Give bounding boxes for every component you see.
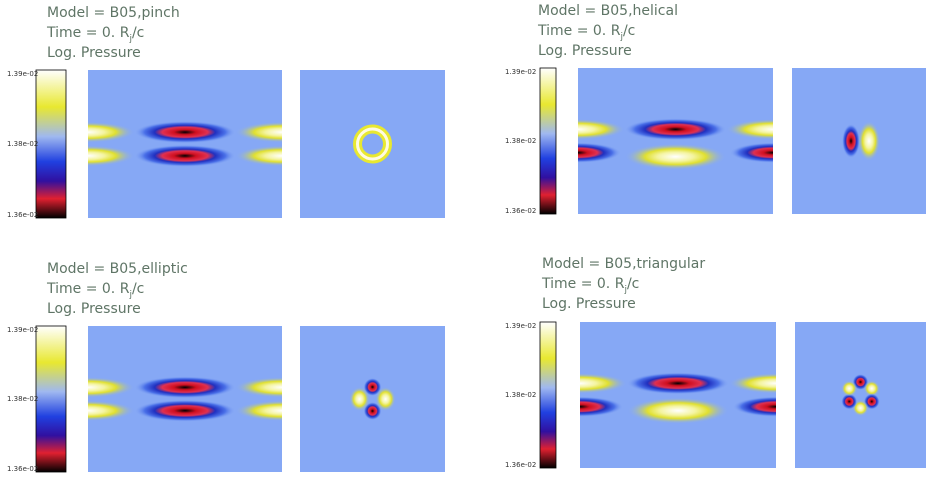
low-lobe (134, 399, 236, 422)
time-label: Time = 0. Rj/c (46, 281, 144, 300)
low-lobe (627, 372, 729, 395)
low-lobe (580, 396, 624, 417)
model-label: Model = B05,pinch (47, 5, 180, 21)
high-lobe (235, 377, 282, 398)
high-lobe (235, 400, 282, 421)
low-lobe (134, 144, 236, 167)
colorbar (539, 67, 557, 215)
background (578, 68, 773, 214)
time-prefix: Time = 0. R (46, 25, 130, 41)
colorbar-label: 1.36e-02 (7, 465, 38, 473)
cross-section (792, 68, 926, 214)
high-lobe (578, 119, 625, 140)
high-lobe (235, 121, 282, 143)
background (88, 70, 282, 218)
side-view (88, 70, 282, 218)
high-lobe (863, 380, 880, 397)
colorbar-label: 1.38e-02 (505, 137, 536, 145)
colorbar (539, 321, 557, 469)
high-lobe (728, 373, 776, 394)
high-lobe (88, 145, 135, 167)
time-sub: j (128, 290, 132, 300)
ring-core (356, 127, 389, 161)
time-suffix: /c (132, 281, 144, 297)
background (300, 70, 445, 218)
high-lobe (349, 387, 370, 411)
colorbar-label: 1.39e-02 (7, 70, 38, 78)
colorbar-label: 1.38e-02 (7, 140, 38, 148)
cross-section (300, 326, 445, 472)
quantity-label: Log. Pressure (542, 296, 636, 312)
colorbar-label: 1.36e-02 (505, 461, 536, 469)
background (300, 326, 445, 472)
model-label: Model = B05,helical (538, 3, 678, 19)
model-label: Model = B05,elliptic (47, 261, 188, 277)
colorbar-label: 1.39e-02 (505, 68, 536, 76)
time-sub: j (619, 32, 623, 42)
high-lobe (88, 121, 135, 143)
time-suffix: /c (132, 25, 144, 41)
time-label: Time = 0. Rj/c (46, 25, 144, 44)
high-lobe (88, 400, 135, 421)
low-lobe (578, 142, 621, 163)
high-lobe (624, 143, 727, 170)
quantity-label: Log. Pressure (538, 43, 632, 59)
low-lobe (134, 121, 236, 144)
colorbar-label: 1.39e-02 (505, 322, 536, 330)
colorbar-label: 1.36e-02 (7, 211, 38, 219)
colorbar-label: 1.39e-02 (7, 326, 38, 334)
high-lobe (88, 377, 135, 398)
high-lobe (858, 121, 880, 161)
cross-section (795, 322, 926, 468)
high-lobe (726, 119, 773, 140)
colorbar-label: 1.38e-02 (7, 395, 38, 403)
time-label: Time = 0. Rj/c (541, 276, 639, 295)
time-sub: j (623, 285, 627, 295)
quantity-label: Log. Pressure (47, 301, 141, 317)
time-suffix: /c (627, 276, 639, 292)
colorbar-label: 1.38e-02 (505, 391, 536, 399)
time-prefix: Time = 0. R (537, 23, 621, 39)
time-suffix: /c (623, 23, 635, 39)
side-view (88, 326, 282, 472)
low-lobe (624, 118, 727, 141)
cross-section (300, 70, 445, 218)
colorbar (35, 69, 67, 219)
colorbar-label: 1.36e-02 (505, 207, 536, 215)
low-lobe (732, 396, 776, 417)
quantity-label: Log. Pressure (47, 45, 141, 61)
high-lobe (580, 373, 628, 394)
time-label: Time = 0. Rj/c (537, 23, 635, 42)
background (88, 326, 282, 472)
side-view (578, 68, 773, 214)
high-lobe (375, 387, 396, 411)
high-lobe (627, 397, 729, 424)
low-lobe (842, 124, 860, 158)
model-label: Model = B05,triangular (542, 256, 705, 272)
time-prefix: Time = 0. R (541, 276, 625, 292)
time-prefix: Time = 0. R (46, 281, 130, 297)
side-view (580, 322, 776, 468)
colorbar (35, 325, 67, 473)
low-lobe (841, 393, 858, 410)
high-lobe (235, 145, 282, 167)
high-lobe (841, 380, 858, 397)
background (795, 322, 926, 468)
low-lobe (134, 376, 236, 399)
low-lobe (363, 378, 382, 396)
low-lobe (363, 402, 382, 420)
low-lobe (730, 142, 773, 163)
background (580, 322, 776, 468)
time-sub: j (128, 34, 132, 44)
